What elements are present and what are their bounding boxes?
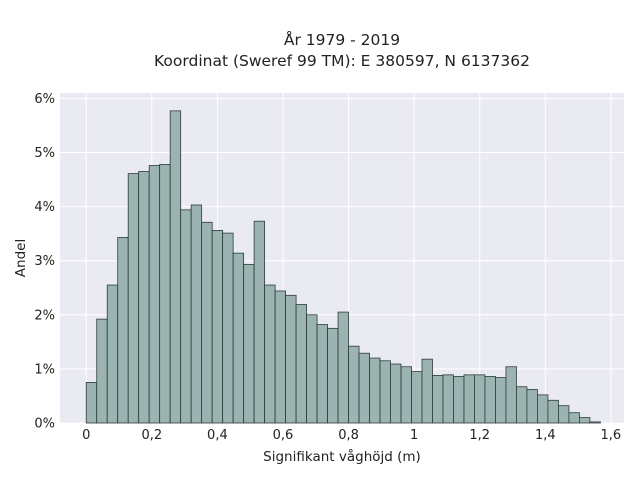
x-tick-label: 1,6 — [601, 428, 622, 443]
x-tick-label: 0,2 — [141, 428, 162, 443]
histogram-bar — [274, 290, 286, 424]
y-tick-label: 1% — [34, 362, 55, 377]
x-tick-label: 1,4 — [535, 428, 556, 443]
histogram-bar — [337, 311, 349, 424]
histogram-bar — [558, 405, 570, 424]
histogram-bar — [390, 363, 402, 424]
histogram-bar — [201, 221, 213, 424]
histogram-bar — [516, 386, 528, 424]
histogram-bar — [232, 252, 245, 424]
histogram-bar — [589, 421, 601, 424]
y-tick-label: 3% — [34, 254, 55, 269]
x-tick-label: 0 — [82, 428, 90, 443]
histogram-bar — [495, 377, 507, 424]
histogram-bar — [253, 220, 266, 424]
y-tick-label: 5% — [34, 146, 55, 161]
x-tick-label: 0,4 — [207, 428, 228, 443]
histogram-bar — [358, 352, 370, 424]
histogram-bar — [180, 209, 192, 424]
chart-title-line2: Koordinat (Sweref 99 TM): E 380597, N 61… — [154, 52, 530, 70]
y-tick-label: 0% — [34, 417, 55, 432]
y-tick-label: 4% — [34, 200, 55, 215]
histogram-bar — [474, 374, 486, 424]
histogram-bar — [484, 376, 496, 424]
x-tick-label: 0,6 — [273, 428, 294, 443]
histogram-bar — [547, 399, 559, 424]
histogram-bar — [190, 204, 203, 424]
histogram-bar — [442, 374, 454, 424]
histogram-bar — [148, 165, 161, 424]
x-tick-label: 1 — [410, 428, 418, 443]
histogram-bar — [222, 232, 234, 424]
y-axis-label: Andel — [13, 239, 29, 277]
x-tick-label: 0,8 — [338, 428, 359, 443]
y-tick-label: 6% — [34, 92, 55, 107]
histogram-bar — [96, 318, 108, 424]
histogram-bar — [411, 371, 423, 424]
histogram-bar — [159, 164, 171, 424]
histogram-bar — [432, 374, 444, 424]
bars — [85, 110, 601, 424]
histogram-bar — [421, 358, 433, 424]
x-tick-label: 1,2 — [469, 428, 490, 443]
histogram-bar — [463, 374, 475, 424]
histogram-bar — [327, 327, 339, 424]
histogram-bar — [264, 284, 276, 424]
histogram-bar — [117, 237, 129, 424]
histogram-bar — [505, 366, 517, 424]
y-tick-label: 2% — [34, 308, 55, 323]
chart-title-line1: År 1979 - 2019 — [284, 30, 400, 49]
histogram-bar — [568, 412, 580, 424]
histogram-bar — [400, 366, 412, 424]
histogram-bar — [169, 110, 182, 424]
histogram-bar — [106, 284, 119, 424]
histogram-bar — [295, 304, 307, 424]
x-axis-ticks: 0 0,2 0,4 0,6 0,8 1 1,2 1,4 1,6 — [82, 428, 621, 443]
histogram-bar — [211, 230, 224, 424]
x-axis-label: Signifikant våghöjd (m) — [263, 448, 421, 465]
histogram-bar — [85, 382, 98, 424]
histogram-bar — [453, 376, 465, 424]
y-axis-ticks: 0% 1% 2% 3% 4% 5% 6% — [34, 92, 55, 432]
histogram-bar — [127, 173, 140, 424]
histogram-bar — [526, 389, 538, 424]
histogram-bar — [579, 417, 591, 424]
histogram-bar — [285, 294, 297, 424]
histogram-bar — [369, 357, 381, 424]
histogram-bar — [348, 345, 360, 424]
histogram-bar — [537, 394, 549, 424]
histogram-bar — [243, 264, 255, 424]
histogram-bar — [138, 171, 150, 424]
histogram-bar — [306, 314, 318, 424]
histogram-bar — [379, 360, 391, 424]
histogram-bar — [316, 324, 328, 424]
